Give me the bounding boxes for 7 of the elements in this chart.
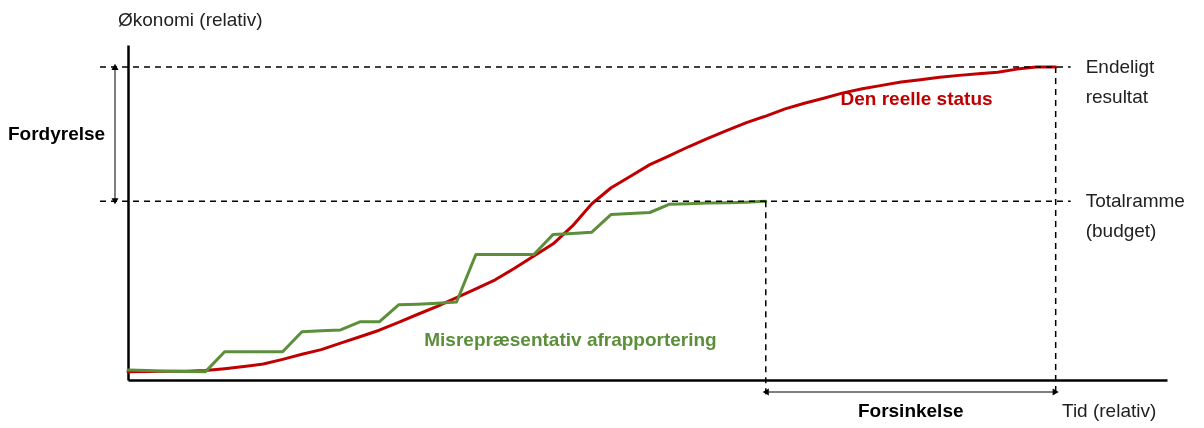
annotation: Fordyrelse	[8, 123, 106, 145]
text: Forsinkelse	[857, 400, 964, 421]
y-axis-title: Økonomi (relativ)	[118, 9, 263, 30]
x-axis-title: Tid (relativ)	[1062, 400, 1157, 421]
series-label: Misrepræsentativ afrapportering	[424, 329, 717, 351]
ref-line-label: Endeligt resultat	[1085, 55, 1156, 107]
ref-line-label: Totalramme (budget)	[1085, 190, 1185, 242]
